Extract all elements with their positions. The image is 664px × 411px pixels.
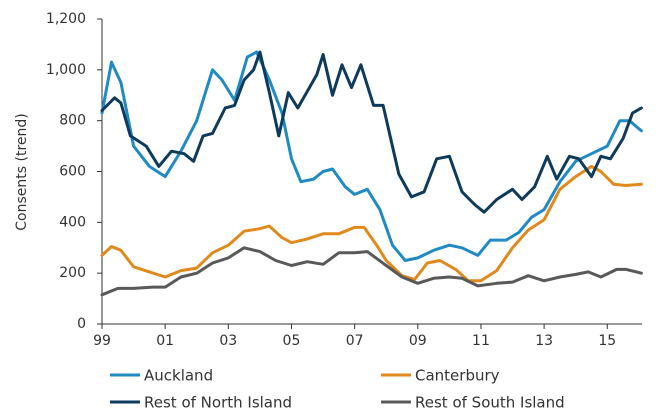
y-tick-label: 1,200 [46,11,86,27]
x-tick-label: 09 [409,333,427,349]
y-axis-label: Consents (trend) [14,113,30,230]
x-tick-label: 05 [283,333,301,349]
series-line [100,246,643,297]
y-tick-label: 1,000 [46,62,86,78]
legend-label: Canterbury [415,367,500,385]
series-line [100,164,643,283]
x-tick-label: 99 [93,333,111,349]
x-tick-label: 01 [156,333,174,349]
legend-label: Rest of South Island [415,394,565,411]
x-tick-label: 07 [346,333,364,349]
series-line [100,50,643,262]
x-tick-label: 03 [219,333,237,349]
series-line [100,50,643,214]
x-tick-label: 15 [598,333,616,349]
legend-label: Auckland [144,367,213,385]
legend-label: Rest of North Island [144,394,292,411]
y-tick-label: 800 [59,113,86,129]
y-tick-label: 200 [59,265,86,281]
x-tick-label: 13 [535,333,553,349]
y-tick-label: 400 [59,214,86,230]
y-tick-label: 600 [59,164,86,180]
x-tick-label: 11 [472,333,490,349]
y-tick-label: 0 [77,316,86,332]
